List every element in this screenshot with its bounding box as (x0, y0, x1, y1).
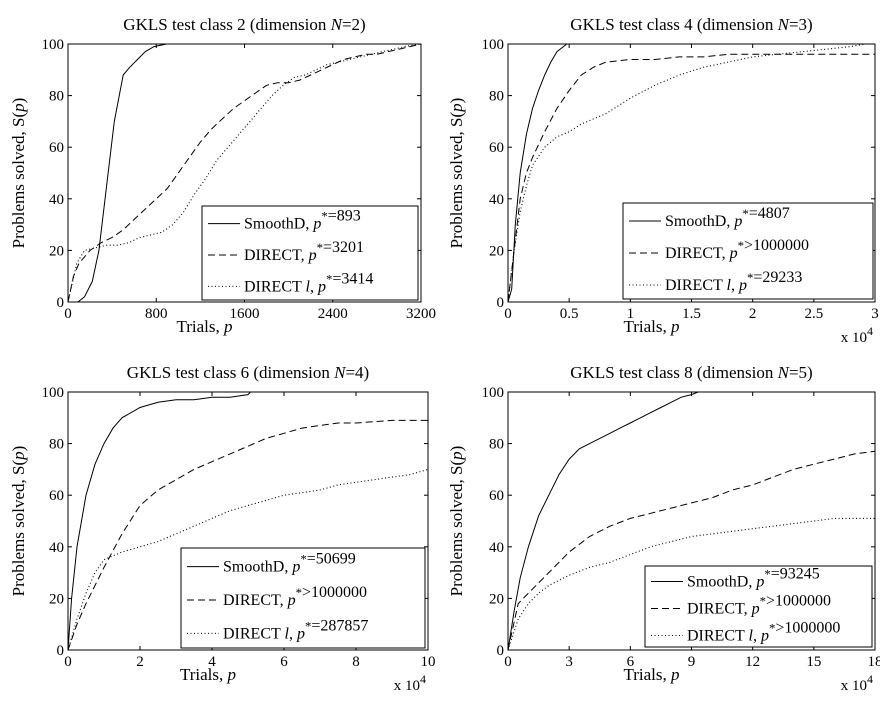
y-tick-label: 20 (49, 243, 64, 259)
y-tick-label: 40 (489, 540, 504, 556)
y-axis-label: Problems solved, S(p) (447, 446, 466, 597)
chart-panel-3: GKLS test class 6 (dimension N=4) 0 2 4 6 8 10… (9, 363, 436, 694)
legend-box (201, 205, 419, 301)
y-tick-label: 0 (57, 643, 65, 659)
x-tick-label: 3 (565, 654, 573, 670)
x-tick-label: 1.5 (682, 306, 701, 322)
x-tick-label: 0 (64, 654, 72, 670)
chart-panel-1: GKLS test class 2 (dimension N=2)0 800 160… (9, 15, 436, 336)
chart-title: GKLS test class 6 (dimension N=4) (127, 363, 369, 382)
y-tick-label: 100 (42, 37, 65, 53)
x-tick-label: 0.5 (560, 306, 579, 322)
series-line-1 (67, 391, 428, 651)
y-tick-label: 80 (49, 437, 64, 453)
y-tick-label: 80 (489, 437, 504, 453)
x-multiplier: x 104 (394, 672, 426, 694)
x-tick-label: 0 (504, 306, 512, 322)
x-axis-label: Trials, p (176, 317, 232, 336)
x-tick-label: 10 (421, 654, 436, 670)
y-tick-label: 60 (49, 488, 64, 504)
series-line-2 (507, 53, 875, 303)
y-tick-label: 40 (489, 192, 504, 208)
y-tick-label: 40 (49, 192, 64, 208)
y-tick-label: 80 (489, 89, 504, 105)
y-tick-label: 100 (482, 37, 505, 53)
x-tick-label: 6 (280, 654, 288, 670)
x-tick-label: 0 (64, 306, 72, 322)
x-tick-label: 2 (136, 654, 144, 670)
x-tick-label: 2.5 (804, 306, 823, 322)
y-tick-label: 0 (57, 295, 65, 311)
series-line-1 (68, 43, 421, 303)
x-tick-label: 0 (504, 654, 512, 670)
x-tick-label: 15 (806, 654, 821, 670)
y-tick-label: 20 (489, 591, 504, 607)
y-axis-label: Problems solved, S(p) (9, 446, 28, 597)
x-axis-label: Trials, p (623, 665, 679, 684)
x-tick-label: 1600 (230, 306, 260, 322)
legend-box (622, 202, 874, 300)
x-tick-label: 1 (627, 306, 635, 322)
x-axis-label: Trials, p (180, 665, 236, 684)
y-tick-label: 20 (49, 591, 64, 607)
x-tick-label: 9 (688, 654, 696, 670)
x-tick-label: 12 (745, 654, 760, 670)
legend-box (644, 565, 873, 648)
x-multiplier: x 104 (841, 324, 873, 346)
x-axis-label: Trials, p (623, 317, 679, 336)
y-tick-label: 0 (497, 295, 505, 311)
y-tick-label: 20 (489, 243, 504, 259)
x-tick-label: 2400 (318, 306, 348, 322)
x-tick-label: 2 (749, 306, 757, 322)
y-axis-label: Problems solved, S(p) (447, 98, 466, 249)
chart-title: GKLS test class 8 (dimension N=5) (570, 363, 812, 382)
y-tick-label: 100 (482, 385, 505, 401)
y-tick-label: 0 (497, 643, 505, 659)
x-tick-label: 8 (352, 654, 360, 670)
y-tick-label: 40 (49, 540, 64, 556)
series-line-2 (507, 450, 876, 651)
x-multiplier: x 104 (841, 672, 873, 694)
axes-box (67, 391, 429, 651)
x-tick-label: 800 (145, 306, 168, 322)
y-tick-label: 60 (49, 140, 64, 156)
x-tick-label: 4 (208, 654, 216, 670)
x-tick-label: 18 (868, 654, 880, 670)
series-line-1 (507, 43, 875, 303)
chart-panel-4: GKLS test class 8 (dimension N=5) 0 3 6 9 12 1… (447, 363, 880, 694)
x-tick-label: 3200 (406, 306, 436, 322)
chart-title: GKLS test class 4 (dimension N=3) (570, 15, 812, 34)
x-tick-label: 3 (871, 306, 879, 322)
y-tick-label: 100 (42, 385, 65, 401)
y-tick-label: 60 (489, 140, 504, 156)
chart-title: GKLS test class 2 (dimension N=2) (123, 15, 365, 34)
series-line-2 (67, 419, 428, 651)
y-axis-label: Problems solved, S(p) (9, 98, 28, 249)
series-line-3 (507, 43, 875, 303)
series-line-1 (507, 391, 875, 651)
y-tick-label: 80 (49, 89, 64, 105)
chart-panel-2: GKLS test class 4 (dimension N=3) 0 0.5 1 1.… (447, 15, 879, 346)
series-line-2 (67, 43, 422, 303)
x-tick-label: 6 (627, 654, 635, 670)
y-tick-label: 60 (489, 488, 504, 504)
legend-box (180, 547, 426, 649)
